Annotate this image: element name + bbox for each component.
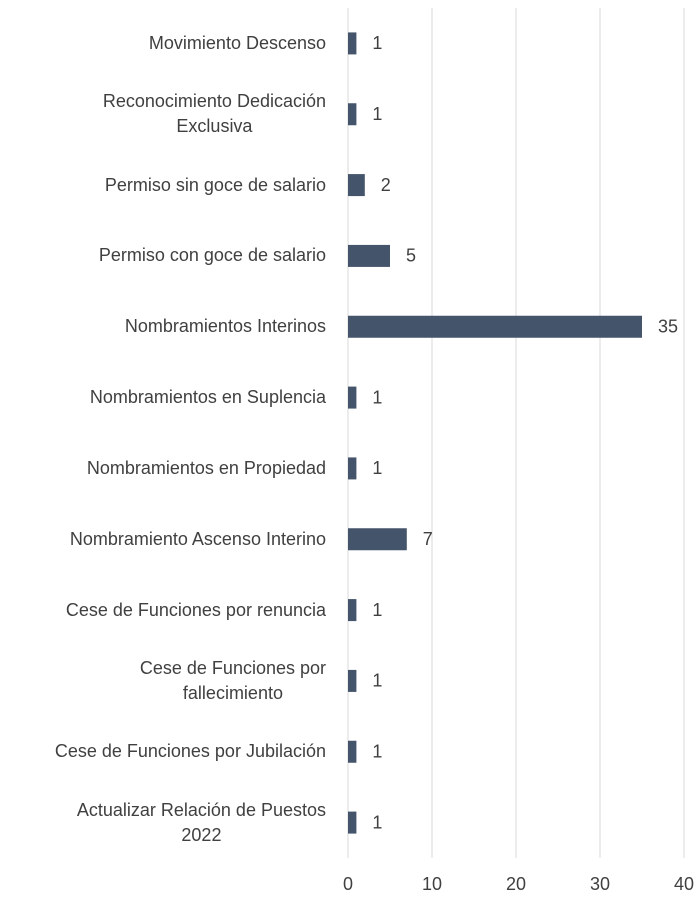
bar [348,457,357,480]
y-tick-label: Nombramientos Interinos [124,316,326,337]
bar [348,528,407,551]
value-label: 1 [372,671,382,691]
x-tick-label: 30 [590,874,610,894]
bar [348,740,357,763]
value-label: 1 [372,458,382,478]
category-label-box: Permiso sin goce de salario [0,155,326,215]
value-label: 1 [372,812,382,832]
x-tick-label: 40 [674,874,694,894]
bar [348,174,365,197]
bar [348,315,642,338]
y-tick-label: Permiso sin goce de salario [104,174,326,195]
category-label-box: Nombramientos en Propiedad [0,438,326,498]
category-label-box: Cese de Funciones por fallecimiento [0,651,326,711]
bar [348,244,390,267]
y-tick-label: Permiso con goce de salario [98,245,326,266]
y-tick-label: Nombramiento Ascenso Interino [69,528,326,549]
category-label-box: Cese de Funciones por renuncia [0,580,326,640]
bar [348,103,357,126]
x-tick-label: 20 [506,874,526,894]
bar [348,669,357,692]
y-tick-label: Cese de Funciones por renuncia [65,599,326,620]
y-tick-label: Actualizar Relación de Puestos 2022 [76,799,326,845]
category-label-box: Nombramientos en Suplencia [0,368,326,428]
value-label: 5 [406,246,416,266]
value-label: 1 [372,104,382,124]
y-tick-label: Nombramientos en Propiedad [86,457,326,478]
bar [348,32,357,55]
bar [348,811,357,834]
category-label-box: Cese de Funciones por Jubilación [0,722,326,782]
y-tick-label: Cese de Funciones por fallecimiento [139,657,326,703]
value-label: 1 [372,33,382,53]
value-label: 1 [372,387,382,407]
category-label-box: Nombramientos Interinos [0,297,326,357]
x-tick-label: 10 [422,874,442,894]
category-label-box: Reconocimiento Dedicación Exclusiva [0,84,326,144]
value-label: 7 [423,529,433,549]
y-tick-label: Nombramientos en Suplencia [89,387,326,408]
bar [348,599,357,622]
y-tick-label: Movimiento Descenso [148,32,326,53]
y-tick-label: Reconocimiento Dedicación Exclusiva [102,91,326,137]
bar [348,386,357,409]
category-label-box: Permiso con goce de salario [0,226,326,286]
x-tick-label: 0 [343,874,353,894]
value-label: 2 [381,175,391,195]
value-label: 35 [658,317,678,337]
value-label: 1 [372,742,382,762]
y-tick-label: Cese de Funciones por Jubilación [54,741,326,762]
category-label-box: Actualizar Relación de Puestos 2022 [0,793,326,853]
category-label-box: Movimiento Descenso [0,13,326,73]
category-label-box: Nombramiento Ascenso Interino [0,509,326,569]
value-label: 1 [372,600,382,620]
